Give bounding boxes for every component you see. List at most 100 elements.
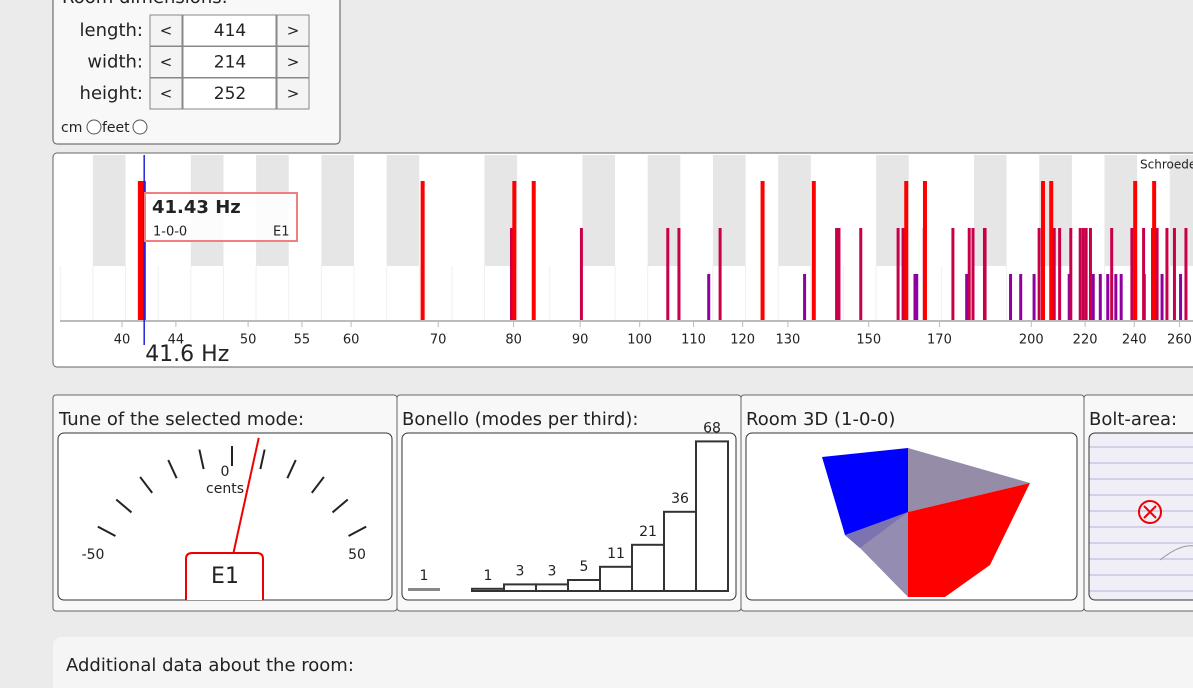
piano-key	[582, 155, 616, 266]
x-tick-label: 260	[1167, 333, 1192, 348]
x-tick-label: 70	[430, 333, 447, 348]
increase-label[interactable]: >	[287, 85, 300, 103]
x-tick-label: 200	[1019, 333, 1044, 348]
x-tick-label: 120	[730, 333, 755, 348]
gauge-tick	[167, 459, 178, 479]
x-tick-label: 44	[168, 333, 185, 348]
x-tick-label: 90	[572, 333, 589, 348]
x-tick-label: 40	[114, 333, 131, 348]
bar-label: 3	[516, 563, 525, 579]
unit-label: feet	[102, 120, 130, 136]
bar-label: 1	[484, 568, 493, 584]
decrease-button[interactable]	[149, 14, 183, 47]
schroeder-label: Schroeder	[1140, 158, 1193, 172]
decrease-button[interactable]	[149, 46, 183, 78]
x-tick-label: 60	[343, 333, 360, 348]
bar	[535, 583, 569, 593]
bolt-title: Bolt-area:	[1089, 409, 1177, 430]
gauge-tick	[259, 449, 266, 470]
decrease-label[interactable]: <	[160, 85, 173, 103]
piano-key	[973, 155, 1007, 266]
bar-label: 21	[639, 524, 657, 540]
bonello-title: Bonello (modes per third):	[402, 409, 638, 430]
x-tick-label: 170	[927, 333, 952, 348]
bar-label: 68	[703, 420, 721, 436]
increase-button[interactable]	[276, 77, 310, 110]
bar	[695, 440, 729, 592]
bar	[599, 565, 633, 592]
piano-key	[778, 155, 811, 266]
gauge-tick	[139, 476, 153, 494]
piano-key	[92, 155, 126, 266]
field-label: width:	[87, 52, 143, 73]
note-label: E1	[211, 564, 239, 589]
gauge-tick	[348, 525, 367, 537]
gauge-label: -50	[82, 547, 105, 563]
x-tick-label: 50	[240, 333, 257, 348]
cursor-label: 41.6 Hz	[145, 342, 229, 367]
decrease-button[interactable]	[149, 77, 183, 110]
input-value[interactable]: 414	[214, 21, 246, 41]
bar	[408, 588, 440, 591]
gauge-tick	[115, 498, 133, 514]
bar-label: 3	[548, 563, 557, 579]
input[interactable]	[182, 46, 277, 78]
decrease-label[interactable]: <	[160, 22, 173, 40]
field-label: height:	[80, 83, 143, 104]
gauge-tick	[286, 459, 297, 479]
unit-label: cm	[61, 120, 82, 136]
bar-label: 11	[607, 546, 625, 562]
gauge-unit: cents	[206, 481, 244, 497]
gauge-tick	[331, 498, 349, 514]
piano-key	[647, 155, 681, 266]
bar	[471, 587, 505, 592]
bolt-drawing	[1138, 500, 1193, 561]
bar	[567, 579, 601, 592]
field-label: length:	[80, 20, 143, 41]
dimensions-title: Room dimensions:	[62, 0, 228, 8]
input-value[interactable]: 252	[214, 84, 246, 104]
selected-frequency: 41.43 Hz	[152, 197, 241, 218]
room-3d	[822, 448, 1030, 597]
bar-label: 1	[420, 568, 429, 584]
x-tick-label: 110	[681, 333, 706, 348]
gauge-label: 50	[348, 547, 366, 563]
increase-button[interactable]	[276, 46, 310, 78]
x-tick-label: 150	[856, 333, 881, 348]
selected-mode	[137, 181, 146, 320]
gauge-tick	[311, 476, 325, 494]
selected-mode-label: 1-0-0	[153, 225, 187, 240]
room3d-title: Room 3D (1-0-0)	[746, 409, 895, 430]
x-tick-label: 240	[1122, 333, 1147, 348]
needle	[232, 437, 260, 556]
selected-note: E1	[273, 225, 290, 240]
gauge-tick	[198, 449, 205, 470]
piano-key	[712, 155, 746, 266]
input-value[interactable]: 214	[214, 53, 246, 73]
increase-label[interactable]: >	[287, 22, 300, 40]
x-tick-label: 220	[1073, 333, 1098, 348]
additional-title: Additional data about the room:	[66, 655, 354, 676]
bar-label: 5	[580, 559, 589, 575]
piano-key	[321, 155, 354, 266]
gauge-label: 0	[221, 464, 230, 480]
gauge-tick	[97, 525, 116, 537]
selected-box	[144, 192, 298, 242]
bar-label: 36	[671, 491, 689, 507]
increase-label[interactable]: >	[287, 53, 300, 71]
decrease-label[interactable]: <	[160, 53, 173, 71]
x-tick-label: 80	[505, 333, 522, 348]
bar	[631, 543, 665, 592]
bar	[503, 583, 537, 593]
note-box	[185, 552, 264, 600]
unit-radio[interactable]	[132, 119, 148, 135]
unit-radio[interactable]	[86, 119, 102, 135]
additional-panel	[53, 637, 1193, 688]
x-tick-label: 55	[294, 333, 311, 348]
increase-button[interactable]	[276, 14, 310, 47]
input[interactable]	[182, 77, 277, 110]
tune-title: Tune of the selected mode:	[58, 409, 304, 430]
x-tick-label: 100	[627, 333, 652, 348]
